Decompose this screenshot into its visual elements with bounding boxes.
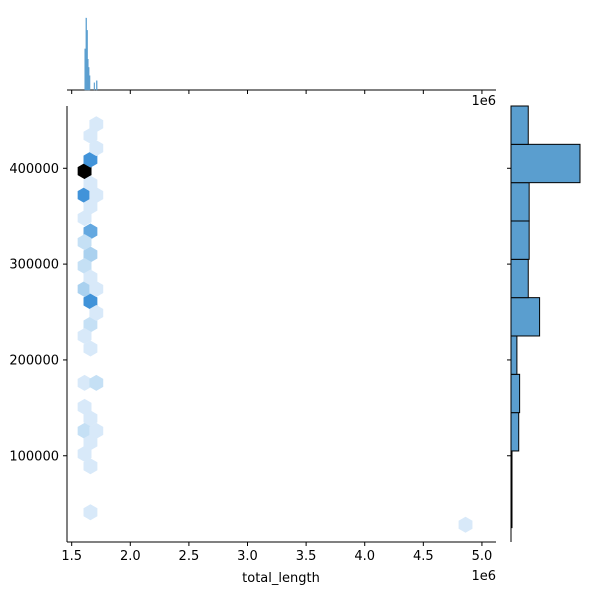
hex-cell <box>77 374 92 391</box>
x-tick-label: 2.5 <box>179 549 200 564</box>
hex-cell <box>83 127 98 144</box>
right-hist-bar <box>510 258 529 299</box>
hex-cell <box>83 316 98 333</box>
hex-cell <box>77 163 92 180</box>
right-hist-bar <box>510 182 530 222</box>
x-tick-label: 4.0 <box>354 549 375 564</box>
hex-cell <box>77 281 92 298</box>
hex-cell <box>89 374 104 391</box>
right-hist-bar <box>510 143 581 184</box>
hex-cell <box>89 116 104 133</box>
hex-cell <box>89 422 104 439</box>
hex-cell <box>77 398 92 415</box>
y-tick-label: 200000 <box>9 353 59 368</box>
y-tick-label: 100000 <box>9 449 59 464</box>
x-tick-label: 3.5 <box>296 549 317 564</box>
hex-cell <box>83 246 98 263</box>
x-tick-label: 3.0 <box>237 549 258 564</box>
right-hist-bar <box>510 373 521 414</box>
hex-cell <box>77 445 92 462</box>
hex-cell <box>89 140 104 157</box>
axes-layer: 1.5 2.0 2.5 3.0 3.5 4.0 4.5 5.0 100000 200000 3000… <box>9 106 496 564</box>
hex-cell <box>77 327 92 344</box>
hex-cell <box>83 340 98 357</box>
hex-cell <box>458 516 473 533</box>
right-hist-bar <box>510 335 518 375</box>
hex-cell <box>83 175 98 192</box>
top-marginal-histogram <box>67 17 496 94</box>
right-hist-bar <box>510 105 529 145</box>
right-marginal-histogram <box>507 105 581 542</box>
y-offset-label: 1e6 <box>471 94 496 109</box>
x-offset-label: 1e6 <box>471 569 496 584</box>
hex-cell <box>83 151 98 168</box>
hex-cell <box>83 458 98 475</box>
hex-cell <box>77 422 92 439</box>
x-tick-label: 5.0 <box>472 549 493 564</box>
x-tick-label: 1.5 <box>61 549 82 564</box>
top-hist-bar <box>89 75 91 91</box>
right-hist-bar <box>510 297 541 337</box>
hex-cell <box>83 504 98 521</box>
hex-cell <box>83 434 98 451</box>
right-hist-bar <box>510 412 520 452</box>
x-axis-label: total_length <box>242 571 320 586</box>
y-tick-label: 400000 <box>9 162 59 177</box>
hex-cell <box>89 304 104 321</box>
x-tick-label: 2.0 <box>120 549 141 564</box>
hex-cell <box>89 281 104 298</box>
y-tick-label: 300000 <box>9 258 59 273</box>
hex-cell <box>83 198 98 215</box>
hex-cell <box>89 187 104 204</box>
hex-cell <box>77 210 92 227</box>
hexbin-layer <box>77 116 473 533</box>
hex-cell <box>83 410 98 427</box>
hex-cell <box>77 234 92 251</box>
hex-cell <box>83 293 98 310</box>
right-hist-bar <box>510 220 530 260</box>
hex-cell <box>77 187 92 204</box>
hex-cell <box>77 258 92 275</box>
top-hist-bar <box>84 48 86 91</box>
top-hist-bar <box>96 80 98 91</box>
top-hist-bar <box>93 82 95 91</box>
x-tick-label: 4.5 <box>413 549 434 564</box>
hex-cell <box>83 269 98 286</box>
